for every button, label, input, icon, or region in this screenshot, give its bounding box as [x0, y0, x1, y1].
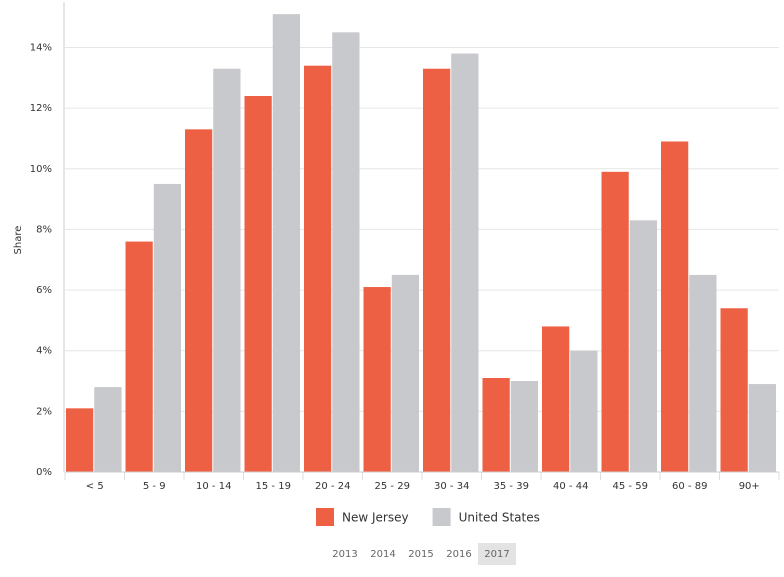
y-tick-label: 4%: [36, 346, 52, 357]
legend-swatch: [432, 508, 451, 526]
year-button[interactable]: 2014: [370, 549, 395, 560]
legend-swatch: [316, 508, 334, 526]
bar: [601, 171, 629, 472]
bar: [689, 274, 717, 472]
bar: [185, 129, 213, 472]
x-tick-label: 5 - 9: [143, 481, 166, 492]
x-tick-label: 25 - 29: [375, 481, 410, 492]
bar: [125, 241, 153, 472]
year-button[interactable]: 2015: [408, 549, 433, 560]
legend-label: United States: [459, 511, 540, 525]
year-button[interactable]: 2016: [446, 549, 471, 560]
bar: [629, 220, 657, 472]
bar: [272, 14, 300, 473]
bar: [244, 96, 272, 472]
bar: [153, 183, 181, 472]
y-tick-label: 12%: [30, 103, 52, 114]
y-tick-label: 10%: [30, 164, 52, 175]
y-tick-label: 0%: [36, 467, 52, 478]
x-tick-label: 45 - 59: [613, 481, 648, 492]
bar: [542, 326, 570, 472]
bar: [570, 350, 598, 472]
legend-label: New Jersey: [342, 511, 409, 525]
y-tick-label: 2%: [36, 406, 52, 417]
bar: [363, 287, 391, 472]
x-tick-label: 60 - 89: [672, 481, 707, 492]
bar: [391, 274, 419, 472]
y-tick-label: 14%: [30, 42, 52, 53]
bar: [482, 378, 510, 472]
x-tick-label: 30 - 34: [434, 481, 469, 492]
bar: [66, 408, 94, 472]
bar: [451, 53, 479, 472]
bar: [332, 32, 360, 473]
x-tick-label: 40 - 44: [553, 481, 588, 492]
bar: [213, 68, 241, 472]
x-tick-label: 90+: [739, 481, 760, 492]
x-tick-label: 15 - 19: [256, 481, 291, 492]
x-tick-label: 35 - 39: [494, 481, 529, 492]
bar: [304, 65, 332, 472]
bar: [94, 387, 122, 472]
x-tick-label: 20 - 24: [315, 481, 350, 492]
y-tick-label: 6%: [36, 285, 52, 296]
year-button[interactable]: 2017: [484, 549, 509, 560]
y-tick-label: 8%: [36, 224, 52, 235]
bar: [720, 308, 748, 472]
y-axis-label: Share: [13, 226, 24, 255]
year-button[interactable]: 2013: [332, 549, 357, 560]
year-selected-bg: [478, 543, 516, 565]
x-tick-label: < 5: [86, 481, 104, 492]
x-tick-label: 10 - 14: [196, 481, 231, 492]
bar: [423, 68, 451, 472]
bar: [661, 141, 689, 472]
bar: [510, 381, 538, 472]
bar: [748, 384, 776, 472]
